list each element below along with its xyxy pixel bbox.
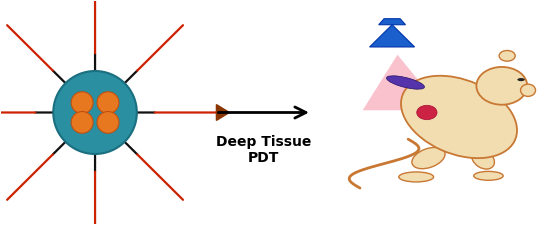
Polygon shape: [216, 105, 229, 120]
Ellipse shape: [401, 76, 517, 158]
Ellipse shape: [97, 92, 119, 113]
Ellipse shape: [417, 105, 437, 120]
Text: Deep Tissue
PDT: Deep Tissue PDT: [216, 135, 312, 165]
Ellipse shape: [472, 149, 494, 169]
Circle shape: [518, 78, 525, 81]
Ellipse shape: [71, 92, 93, 113]
Ellipse shape: [71, 112, 93, 133]
Ellipse shape: [474, 171, 503, 180]
Ellipse shape: [476, 67, 527, 105]
Ellipse shape: [412, 147, 445, 169]
Polygon shape: [363, 55, 443, 110]
Polygon shape: [379, 19, 406, 25]
Ellipse shape: [521, 84, 535, 96]
Ellipse shape: [386, 76, 424, 89]
Ellipse shape: [97, 112, 119, 133]
Ellipse shape: [499, 50, 515, 61]
Ellipse shape: [53, 71, 137, 154]
Polygon shape: [370, 25, 415, 47]
Ellipse shape: [399, 172, 434, 182]
